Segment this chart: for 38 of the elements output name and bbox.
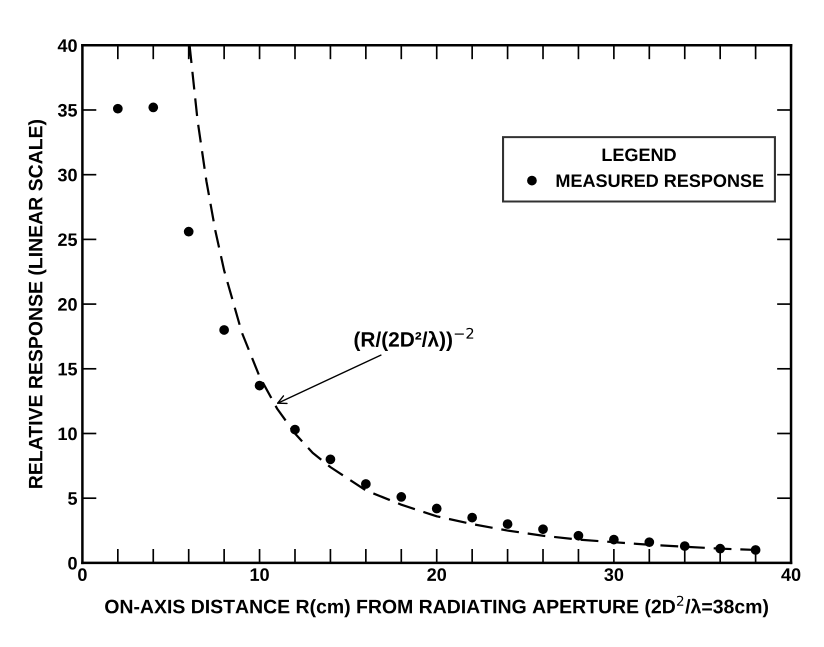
x-tick-label: 0 <box>78 568 87 582</box>
point <box>432 504 442 514</box>
x-axis-title: ON-AXIS DISTANCE R(cm) FROM RADIATING APERTURE (2D$^{2}$/λ=38cm) <box>105 596 768 618</box>
point <box>360 479 371 489</box>
y-tick-label: 15 <box>58 362 78 376</box>
x-tick-label: 10 <box>250 568 269 582</box>
y-tick-label: 25 <box>58 233 78 246</box>
annotation: (R/(2D²/λ))$^{−2}$ <box>354 328 474 351</box>
y-tick-label: 35 <box>58 104 78 117</box>
y-tick-label: 5 <box>68 492 78 505</box>
point <box>326 454 336 464</box>
point <box>184 226 194 236</box>
y-tick-label: 0 <box>68 556 77 570</box>
legend-label: MEASURED RESPONSE <box>556 174 764 188</box>
point <box>680 541 690 551</box>
y-axis-title: RELATIVE RESPONSE (LINEAR SCALE) <box>28 120 46 488</box>
x-tick-label: 40 <box>781 568 800 582</box>
point <box>609 534 619 544</box>
point <box>254 380 264 390</box>
point <box>290 424 300 434</box>
legend-title: LEGEND <box>602 148 676 162</box>
y-tick-label: 30 <box>58 168 77 182</box>
point <box>538 524 548 534</box>
point <box>715 544 726 554</box>
x-tick-label: 30 <box>604 568 624 582</box>
y-tick-label: 20 <box>58 298 77 311</box>
point <box>219 325 229 335</box>
point <box>396 492 406 502</box>
point <box>574 530 584 541</box>
y-tick-label: 10 <box>58 427 77 440</box>
point <box>467 512 478 522</box>
point <box>148 102 158 112</box>
point <box>644 537 654 548</box>
point <box>112 104 123 114</box>
point <box>502 519 512 529</box>
y-tick-label: 40 <box>58 39 77 52</box>
point <box>750 545 760 555</box>
x-tick-label: 20 <box>427 568 446 582</box>
